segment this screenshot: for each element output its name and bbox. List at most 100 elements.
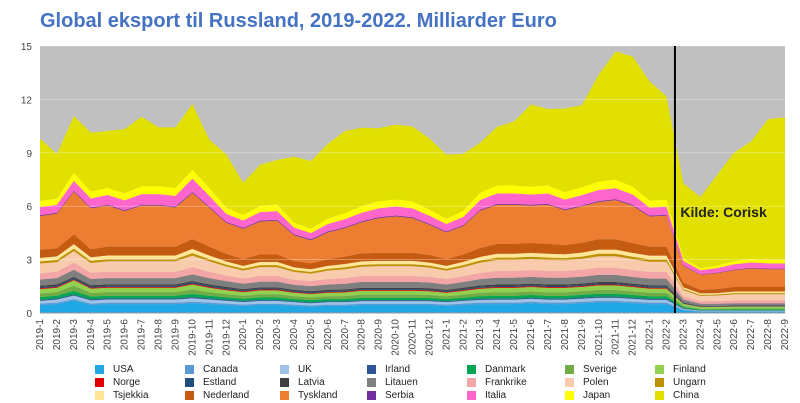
legend-label: Sverige: [583, 364, 617, 375]
legend-label: China: [673, 390, 700, 401]
chart-legend: USA Canada UK Irland Danmark Sverige Finland No…: [95, 364, 795, 403]
x-tick-label: 2021-11: [611, 319, 622, 355]
area-series-sverige: [40, 285, 785, 310]
legend-item-china: China: [655, 390, 699, 401]
legend-item-japan: Japan: [565, 390, 610, 401]
source-annotation: Kilde: Corisk: [680, 204, 767, 220]
x-tick-label: 2021-9: [577, 319, 588, 351]
x-tick-label: 2020-10: [391, 319, 402, 356]
legend-label: USA: [113, 364, 134, 375]
legend-item-irland: Irland: [367, 364, 410, 375]
legend-swatch: [185, 378, 194, 387]
area-series-canada: [40, 299, 785, 312]
legend-item-tsjekkia: Tsjekkia: [95, 390, 149, 401]
x-tick-label: 2021-1: [441, 319, 452, 351]
legend-item-litauen: Litauen: [367, 377, 418, 388]
legend-label: Italia: [485, 390, 507, 401]
legend-swatch: [95, 391, 104, 400]
legend-swatch: [655, 391, 664, 400]
legend-item-latvia: Latvia: [280, 377, 325, 388]
x-tick-label: 2019-3: [69, 319, 80, 351]
y-tick-label: 0: [26, 309, 32, 320]
x-tick-label: 2021-8: [560, 319, 571, 351]
legend-row: Tsjekkia Nederland Tyskland Serbia Italia Jap…: [95, 390, 795, 403]
area-series-usa: [40, 300, 785, 313]
area-series-danmark: [40, 290, 785, 311]
legend-swatch: [367, 365, 376, 374]
x-tick-label: 2020-3: [272, 319, 283, 351]
x-tick-label: 2021-3: [475, 319, 486, 351]
legend-swatch: [467, 365, 476, 374]
x-tick-label: 2020-8: [357, 319, 368, 351]
x-tick-label: 2021-10: [594, 319, 605, 356]
x-tick-label: 2020-6: [323, 319, 334, 351]
legend-item-tyskland: Tyskland: [280, 390, 337, 401]
legend-item-nederland: Nederland: [185, 390, 249, 401]
legend-label: Estland: [203, 377, 237, 388]
legend-label: Japan: [583, 390, 611, 401]
y-tick-label: 12: [21, 95, 33, 106]
legend-swatch: [185, 365, 194, 374]
legend-label: Litauen: [385, 377, 418, 388]
area-series-nederland: [40, 234, 785, 294]
x-tick-label: 2019-5: [103, 319, 114, 351]
x-tick-label: 2020-7: [340, 319, 351, 351]
x-tick-label: 2020-12: [424, 319, 435, 356]
legend-label: Irland: [385, 364, 411, 375]
x-tick-label: 2019-12: [221, 319, 232, 356]
area-series-uk: [40, 295, 785, 312]
legend-label: Finland: [673, 364, 706, 375]
legend-swatch: [280, 391, 289, 400]
legend-swatch: [565, 378, 574, 387]
legend-swatch: [367, 391, 376, 400]
x-tick-label: 2022-5: [712, 319, 723, 351]
x-tick-label: 2022-4: [695, 319, 706, 351]
x-tick-label: 2020-5: [306, 319, 317, 351]
x-tick-label: 2019-8: [154, 319, 165, 351]
x-tick-label: 2020-2: [255, 319, 266, 351]
legend-swatch: [367, 378, 376, 387]
x-tick-label: 2021-5: [509, 319, 520, 351]
x-tick-label: 2019-1: [35, 319, 46, 351]
x-tick-label: 2020-4: [289, 319, 300, 351]
area-series-polen: [40, 251, 785, 302]
legend-label: UK: [298, 364, 312, 375]
x-tick-label: 2022-9: [780, 319, 791, 351]
legend-swatch: [655, 365, 664, 374]
x-tick-label: 2022-6: [729, 319, 740, 351]
legend-label: Tyskland: [298, 390, 338, 401]
x-tick-label: 2019-7: [137, 319, 148, 351]
chart-title: Global eksport til Russland, 2019-2022. …: [40, 10, 557, 32]
legend-label: Frankrike: [485, 377, 527, 388]
x-tick-label: 2019-11: [204, 319, 215, 355]
legend-item-frankrike: Frankrike: [467, 377, 527, 388]
legend-label: Ungarn: [673, 377, 706, 388]
legend-swatch: [280, 365, 289, 374]
legend-label: Danmark: [485, 364, 526, 375]
x-tick-label: 2019-10: [187, 319, 198, 356]
y-tick-label: 3: [26, 256, 32, 267]
x-tick-label: 2021-4: [492, 319, 503, 351]
legend-swatch: [565, 365, 574, 374]
legend-swatch: [467, 378, 476, 387]
legend-label: Nederland: [203, 390, 250, 401]
legend-item-ungarn: Ungarn: [655, 377, 706, 388]
x-tick-label: 2022-8: [763, 319, 774, 351]
area-series-finland: [40, 280, 785, 309]
x-tick-label: 2020-1: [238, 319, 249, 351]
x-tick-label: 2019-4: [86, 319, 97, 351]
legend-item-uk: UK: [280, 364, 312, 375]
legend-label: Norge: [113, 377, 141, 388]
x-tick-label: 2022-3: [678, 319, 689, 351]
legend-item-serbia: Serbia: [367, 390, 414, 401]
area-series-frankrike: [40, 262, 785, 304]
x-tick-label: 2021-2: [458, 319, 469, 351]
x-tick-label: 2020-11: [408, 319, 419, 355]
x-tick-label: 2019-9: [170, 319, 181, 351]
legend-item-danmark: Danmark: [467, 364, 526, 375]
legend-item-canada: Canada: [185, 364, 238, 375]
y-tick-label: 6: [26, 202, 32, 213]
legend-label: Canada: [203, 364, 239, 375]
x-tick-label: 2019-6: [120, 319, 131, 351]
legend-swatch: [467, 391, 476, 400]
